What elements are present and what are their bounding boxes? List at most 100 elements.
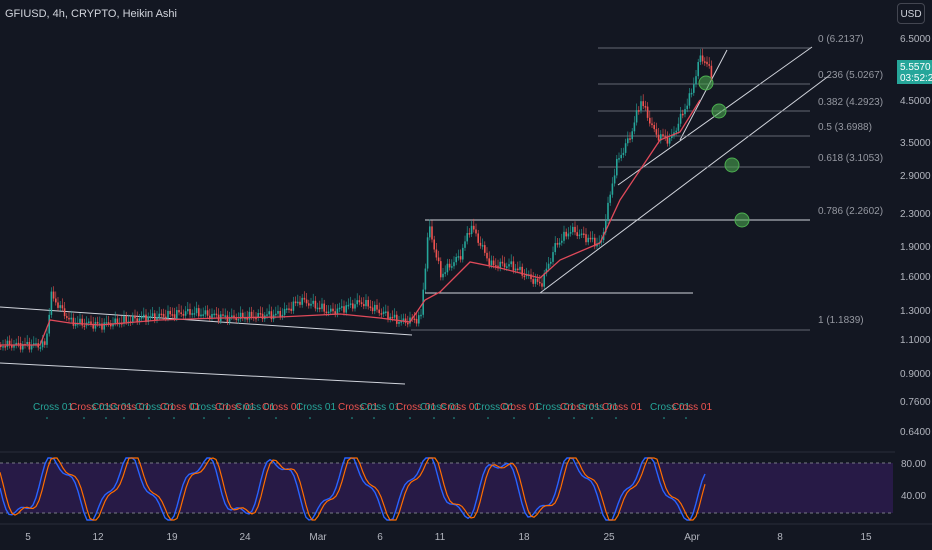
candle-body	[653, 125, 655, 130]
candle-body	[279, 310, 281, 317]
candle-body	[257, 313, 259, 318]
signal-dot	[433, 417, 435, 419]
price-axis[interactable]: 6.5000 4.5000 3.5000 2.9000 2.3000 1.9000 1.60…	[900, 34, 931, 438]
candle-body	[110, 323, 112, 327]
candle-body	[629, 138, 631, 140]
candle-body	[495, 265, 497, 267]
candle-body	[580, 233, 583, 235]
moving-average-line	[0, 99, 701, 346]
candle-body	[391, 316, 394, 319]
candle-body	[228, 316, 231, 322]
candle-body	[385, 311, 387, 314]
candle-body	[576, 232, 578, 237]
candle-body	[710, 65, 713, 78]
candle-body	[321, 303, 323, 309]
price-label: 6.5000	[900, 34, 931, 45]
fibonacci-retracement[interactable]	[411, 47, 810, 331]
candle-body	[413, 318, 416, 321]
candle-body	[88, 321, 90, 324]
candle-body	[686, 105, 688, 110]
candle-body	[116, 318, 119, 324]
candle-body	[565, 231, 567, 237]
candle-body	[347, 304, 350, 307]
time-label: 8	[777, 532, 783, 543]
signal-dot	[373, 417, 375, 419]
candle-body	[435, 249, 438, 258]
candle-body	[514, 268, 517, 271]
candle-body	[442, 273, 444, 278]
candle-body	[561, 240, 563, 243]
candle-body	[624, 143, 627, 153]
candle-body	[259, 313, 262, 315]
candle-body	[70, 317, 72, 320]
candle-body	[679, 113, 682, 124]
candle-body	[398, 321, 400, 324]
candle-body	[627, 138, 629, 144]
candle-body	[402, 318, 405, 322]
candle-body	[105, 322, 108, 324]
currency-button[interactable]: USD	[897, 3, 925, 24]
cross-signal-label: Cross 01	[474, 402, 514, 413]
candle-body	[132, 315, 134, 322]
candle-body	[165, 316, 167, 319]
candle-body	[248, 311, 251, 320]
signal-dot	[309, 417, 311, 419]
candle-body	[367, 299, 369, 307]
candle-body	[352, 303, 354, 309]
candle-body	[198, 308, 200, 317]
candle-body	[409, 317, 411, 324]
candle-body	[299, 301, 301, 305]
drawings	[0, 46, 831, 385]
current-price-badge	[897, 60, 932, 84]
candle-body	[475, 229, 477, 234]
candle-body	[63, 308, 66, 317]
cross-signal-label: Cross 01	[440, 402, 480, 413]
signal-dot	[83, 417, 85, 419]
candle-body	[242, 312, 244, 319]
fib-level-label: 0.5 (3.6988)	[818, 122, 872, 133]
cross-signal-label: Cross 01	[672, 402, 712, 413]
candle-body	[200, 314, 202, 317]
candle-body	[613, 175, 616, 184]
signal-dot	[591, 417, 593, 419]
candle-body	[354, 304, 356, 309]
candle-body	[55, 298, 57, 303]
signal-dot	[685, 417, 687, 419]
candle-body	[525, 274, 528, 277]
candle-body	[567, 233, 570, 237]
fib-level-label: 0.786 (2.2602)	[818, 206, 883, 217]
candle-body	[66, 316, 68, 318]
candle-body	[484, 245, 486, 253]
candle-body	[556, 243, 559, 245]
candle-body	[11, 345, 13, 348]
fib-level-label: 1 (1.1839)	[818, 315, 864, 326]
osc-label-80: 80.00	[901, 459, 926, 470]
candlestick-series	[0, 48, 713, 353]
candle-body	[684, 109, 686, 115]
candle-body	[697, 62, 699, 77]
candle-body	[8, 340, 11, 346]
candle-body	[52, 291, 55, 299]
candle-body	[114, 318, 116, 324]
price-label: 0.6400	[900, 427, 931, 438]
candle-body	[396, 314, 398, 324]
candle-body	[666, 136, 669, 144]
candle-body	[510, 261, 512, 265]
candle-body	[706, 61, 708, 65]
candle-body	[457, 256, 460, 258]
candle-body	[349, 303, 352, 305]
candle-body	[15, 342, 17, 346]
candle-body	[169, 310, 171, 315]
candle-body	[688, 93, 691, 106]
candle-body	[17, 342, 20, 345]
oscillator-d-line	[0, 457, 706, 521]
candle-body	[508, 264, 510, 267]
price-label: 4.5000	[900, 96, 931, 107]
candle-body	[224, 315, 226, 317]
candle-body	[160, 313, 163, 316]
time-axis[interactable]: 5 12 19 24 Mar 6 11 18 25 Apr 8 15	[25, 532, 872, 543]
signal-dot	[173, 417, 175, 419]
candle-body	[462, 247, 464, 260]
candle-body	[541, 283, 543, 287]
